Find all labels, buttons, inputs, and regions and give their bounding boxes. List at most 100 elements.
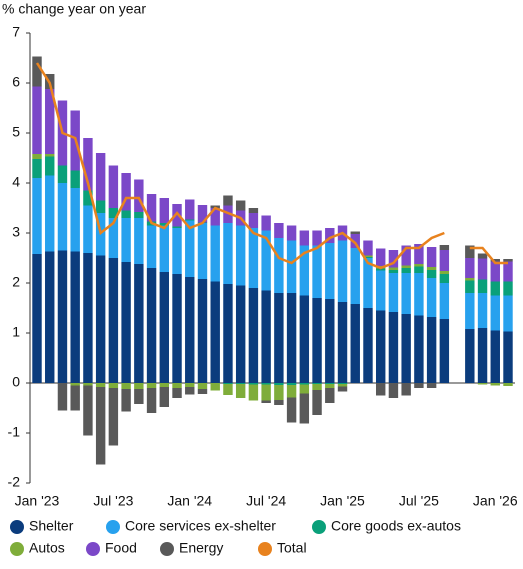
bar-segment — [375, 268, 386, 271]
bar-segment — [134, 179, 144, 212]
bar-segment — [490, 259, 500, 262]
bar-segment — [121, 383, 131, 389]
bar-segment — [121, 389, 131, 412]
bar-segment — [503, 259, 513, 262]
bar-segment — [503, 331, 513, 383]
bar-segment — [439, 283, 450, 319]
x-tick-label: Jan '25 — [320, 493, 365, 509]
bar-segment — [146, 388, 157, 413]
bar-segment — [159, 272, 170, 383]
bar-segment — [223, 223, 233, 284]
bar-segment — [477, 328, 488, 383]
bar-segment — [121, 218, 131, 262]
bar-segment — [503, 295, 513, 332]
bar-segment — [465, 293, 475, 329]
bar-segment — [32, 178, 42, 254]
bar-segment — [414, 266, 424, 273]
bar-segment — [312, 298, 322, 383]
bar-segment — [172, 226, 182, 228]
legend-label: Total — [277, 540, 307, 556]
bar-segment — [414, 383, 424, 388]
bar-segment — [185, 219, 195, 221]
bar-segment — [261, 400, 271, 403]
bar-segment — [414, 244, 424, 264]
bar-segment — [426, 247, 437, 267]
bar-segment — [70, 251, 80, 383]
bar-segment — [134, 383, 144, 389]
bar-segment — [274, 385, 284, 400]
legend-label: Food — [105, 540, 137, 556]
legend-label: Autos — [29, 540, 65, 556]
bar-segment — [172, 274, 182, 383]
bar-segment — [325, 383, 335, 384]
y-tick-label: -1 — [8, 424, 21, 440]
bar-segment — [197, 389, 208, 394]
bar-segment — [57, 383, 68, 411]
bar-segment — [108, 218, 119, 258]
bar-segment — [108, 165, 119, 208]
bar-segment — [146, 225, 157, 268]
bar-segment — [248, 208, 259, 213]
x-tick-label: Jan '26 — [473, 493, 518, 509]
bar-segment — [388, 270, 399, 273]
bar-segment — [70, 170, 80, 188]
bar-segment — [375, 383, 386, 396]
bar-segment — [108, 388, 119, 446]
bar-segment — [32, 159, 42, 178]
bar-segment — [375, 270, 386, 311]
bar-segment — [490, 383, 500, 386]
legend-marker — [106, 520, 120, 534]
bar-segment — [70, 383, 80, 386]
legend-marker — [10, 520, 24, 534]
bar-segment — [210, 208, 220, 226]
y-tick-label: 2 — [12, 274, 20, 290]
bar-segment — [439, 245, 450, 250]
bar-segment — [83, 383, 93, 386]
bar-segment — [45, 89, 55, 154]
y-tick-label: 6 — [12, 74, 20, 90]
bar-segment — [503, 261, 513, 282]
bar-segment — [337, 240, 348, 302]
bar-segment — [197, 383, 208, 389]
bar-segment — [121, 262, 131, 383]
bar-segment — [210, 281, 220, 383]
bar-segment — [439, 319, 450, 383]
bar-segment — [235, 383, 246, 384]
bar-segment — [388, 383, 399, 398]
bar-segment — [363, 258, 373, 308]
bar-segment — [248, 288, 259, 383]
bar-segment — [261, 384, 271, 401]
bar-segment — [210, 383, 220, 391]
bar-segment — [465, 258, 475, 278]
legend-marker — [10, 542, 24, 556]
bar-segment — [401, 383, 411, 396]
y-tick-label: 5 — [12, 124, 20, 140]
bar-segment — [185, 277, 195, 383]
bar-segment — [350, 231, 360, 234]
bar-segment — [248, 213, 259, 228]
bar-segment — [32, 254, 42, 383]
bar-segment — [439, 274, 450, 283]
x-tick-label: Jul '25 — [399, 493, 439, 509]
bar-segment — [95, 200, 106, 213]
bar-segment — [159, 383, 170, 387]
bar-segment — [121, 210, 131, 218]
bar-segment — [172, 388, 182, 398]
bar-segment — [197, 279, 208, 383]
bar-segment — [185, 220, 195, 277]
bar-segment — [299, 383, 310, 385]
bar-segment — [299, 295, 310, 383]
bar-segment — [439, 271, 450, 274]
bar-segment — [134, 218, 144, 264]
bar-segment — [45, 251, 55, 383]
bar-segment — [274, 383, 284, 385]
bar-segment — [274, 293, 284, 383]
bar-segment — [95, 153, 106, 201]
bar-segment — [477, 279, 488, 293]
bar-segment — [70, 188, 80, 252]
legend-label: Energy — [179, 540, 223, 556]
bar-segment — [185, 383, 195, 387]
bar-segment — [57, 250, 68, 383]
bar-segment — [363, 255, 373, 257]
bar-segment — [235, 200, 246, 211]
